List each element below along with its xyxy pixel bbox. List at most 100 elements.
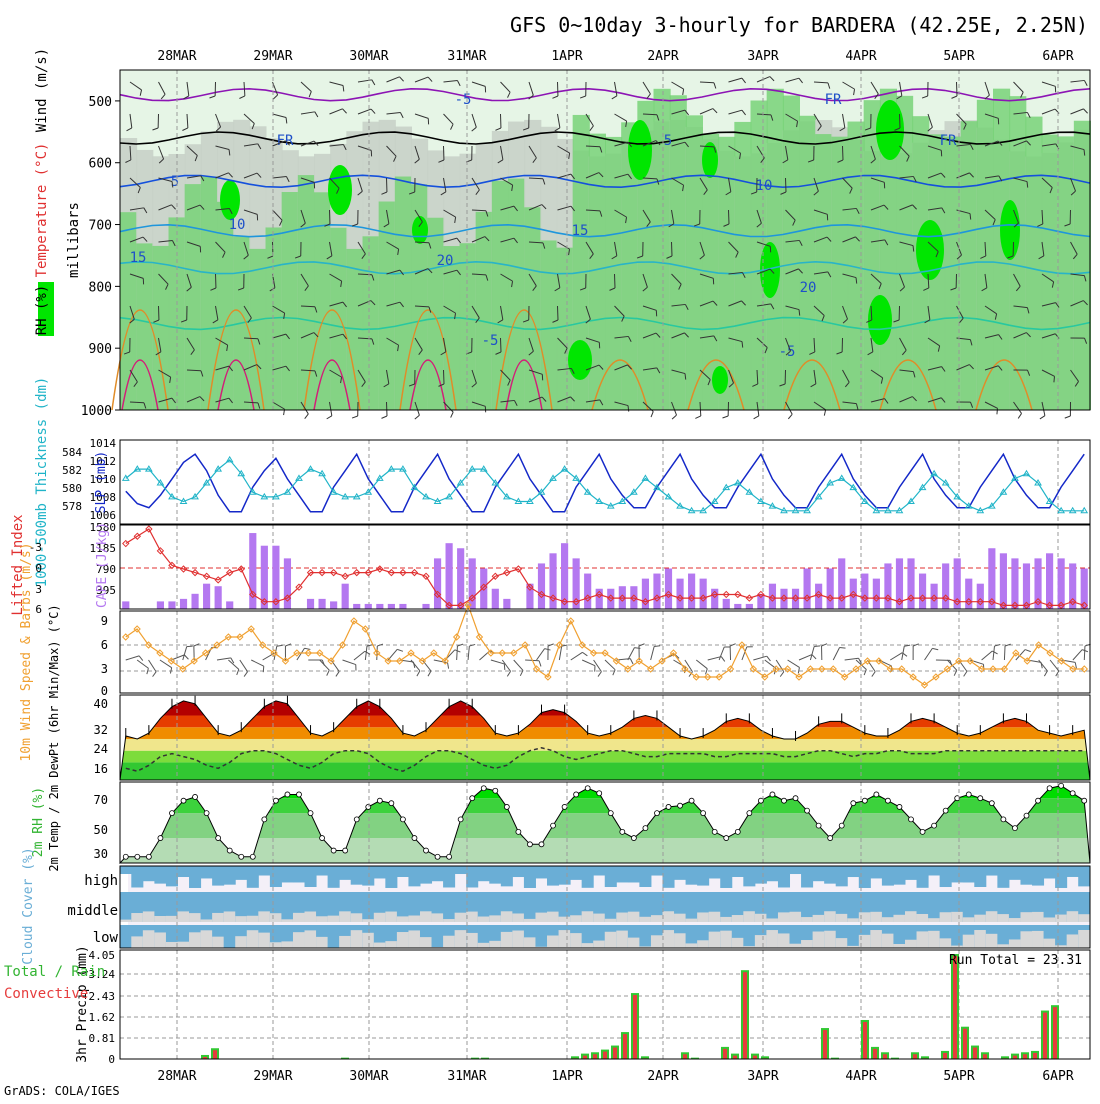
cloud-high [951,866,963,882]
wind-barb-flag [970,214,971,220]
precip-convective-bar [683,1054,687,1059]
wind-barb [1050,660,1059,671]
slp-tick-label: 1014 [90,437,117,450]
wind-barb [444,370,445,384]
rh-green-cell [395,177,412,410]
cloud-middle-gray [535,913,547,922]
cloud-low-gray [478,943,490,948]
wind-barb [331,660,339,671]
cloud-middle [1009,892,1021,922]
rh-green-cell [363,236,380,410]
cloud-low-gray [928,931,940,948]
wind-barb [537,649,545,660]
cloud-middle-gray [1044,917,1056,922]
cloud-middle-gray [339,911,351,922]
wind-barb [343,660,356,665]
cloud-high [339,866,351,880]
rh-point [666,804,671,809]
cape-bar [122,601,129,609]
cloud-middle-gray [593,914,605,922]
cloud-middle-gray [443,919,455,922]
cape-bar [804,568,811,609]
rh-high-blob [702,142,718,178]
rh-point [909,817,914,822]
rh-point [1059,783,1064,788]
cloud-low-gray [732,938,744,948]
cloud-high [766,866,778,881]
cloud-low-gray [374,943,386,948]
date-label: 3APR [747,1069,778,1084]
cloud-low-gray [385,941,397,948]
rh-point [516,829,521,834]
rh-point [643,826,648,831]
wind-barb-flag [582,652,587,655]
cloud-low-gray [201,930,213,948]
rh-point [839,823,844,828]
cloud-low-gray [570,933,582,948]
cloud-middle-gray [951,912,963,922]
y-tick-label: 600 [89,157,112,172]
rh-high-blob [1000,200,1020,260]
date-label: 29MAR [253,49,292,64]
wind-barb-flag [327,670,330,675]
rh-point [458,817,463,822]
wind-barb-flag [864,669,866,675]
cloud-low-gray [559,930,571,948]
cloud-middle-gray [570,915,582,922]
cloud-middle-gray [501,911,513,922]
cloud-low [120,925,132,948]
cloud-middle-gray [316,916,328,922]
temp-band-group [120,695,1090,780]
cloud-high [674,866,686,880]
cloud-middle-gray [258,911,270,922]
wind-barb-flag [798,667,799,673]
cloud-low-gray [339,936,351,948]
date-label: 5APR [943,1069,974,1084]
wind-barb-flag [244,672,247,677]
rh-green-cell [476,212,493,410]
cloud-low-gray [605,932,617,948]
rh-point [631,836,636,841]
cloud-low-gray [674,933,686,948]
cloud-high [790,866,802,874]
wind-barb [387,402,388,416]
cloud-low-gray [154,932,166,948]
wind-barb-flag [913,246,914,252]
cape-bar [492,589,499,609]
cloud-high [651,866,663,876]
thickness-tick-label: 580 [62,482,82,495]
cloud-middle-gray [743,911,755,922]
rh-point [862,798,867,803]
rh-green-cell [136,243,153,410]
rh-point [308,811,313,816]
cloud-middle-gray [154,916,166,922]
cloud-high [385,866,397,888]
cloud-middle-gray [143,911,155,922]
cloud-low-gray [177,942,189,948]
cloud-high [582,866,594,888]
rh-point [424,848,429,853]
cloud-middle-gray [212,913,224,922]
cloud-middle-gray [328,916,340,922]
wind-barb [993,646,994,660]
wind-barb [957,82,958,96]
rh-point [227,848,232,853]
cloud-middle-gray [131,913,143,922]
rh-high-blob [628,120,652,180]
cloud-low-gray [870,930,882,948]
cloud-low-gray [974,930,986,948]
rh-green-cell [557,248,574,410]
wind-barb [867,660,875,672]
cloud-low [328,925,340,948]
temp-tick-label: 24 [94,742,108,756]
cape-bar [157,601,164,609]
rh-point [920,829,925,834]
cloud-high [351,866,363,885]
cloud-high [455,866,467,874]
precip-convective-bar [983,1054,987,1059]
rh-green-cell [152,246,169,410]
rh-point [932,823,937,828]
cloud-middle-gray [397,916,409,922]
cloud-high [524,866,536,888]
cloud-middle-gray [455,913,467,922]
